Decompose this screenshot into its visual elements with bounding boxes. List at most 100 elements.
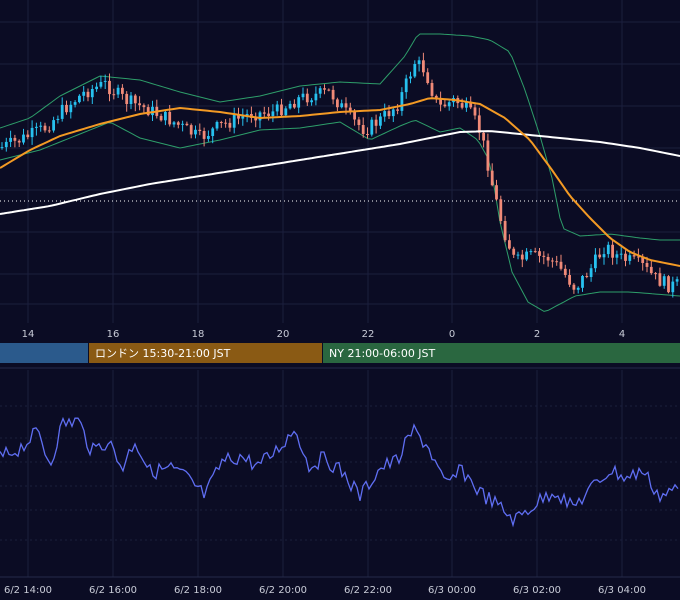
candle-body	[293, 103, 296, 108]
candle-body	[215, 122, 219, 129]
candle-body	[73, 102, 77, 105]
candle-body	[439, 99, 442, 105]
candle-body	[499, 199, 503, 221]
candle-body	[477, 115, 481, 133]
candle-body	[267, 113, 270, 116]
price-x-tick: 4	[619, 329, 625, 340]
candle-body	[99, 82, 103, 87]
candle-body	[121, 87, 124, 94]
candle-body	[396, 109, 399, 111]
candle-body	[125, 93, 129, 104]
candle-body	[344, 103, 348, 108]
osc-x-tick: 6/2 18:00	[174, 585, 222, 596]
candle-body	[271, 111, 275, 116]
osc-x-tick: 6/2 20:00	[259, 585, 307, 596]
price-panel[interactable]	[0, 0, 680, 323]
candle-body	[512, 248, 516, 255]
candle-body	[133, 95, 137, 104]
oscillator-panel[interactable]	[0, 370, 680, 577]
candle-body	[13, 137, 17, 141]
candle-body	[460, 103, 464, 108]
candle-body	[103, 80, 107, 82]
candle-body	[241, 116, 245, 119]
candle-body	[486, 140, 490, 171]
candle-body	[473, 107, 477, 116]
osc-x-tick: 6/2 14:00	[4, 585, 52, 596]
candle-body	[641, 256, 645, 263]
candle-body	[366, 134, 369, 135]
candle-body	[572, 284, 576, 290]
candle-body	[606, 244, 610, 255]
candle-body	[232, 115, 236, 128]
bollinger-lower	[0, 119, 680, 312]
candles	[0, 52, 679, 298]
candle-body	[9, 137, 12, 142]
candle-body	[667, 276, 670, 293]
candle-body	[82, 91, 86, 96]
candle-body	[628, 255, 632, 261]
candle-body	[185, 123, 189, 126]
price-x-tick: 16	[107, 329, 120, 340]
bollinger-bands	[0, 33, 680, 312]
candle-body	[675, 279, 679, 282]
candle-body	[78, 95, 81, 103]
candle-body	[370, 119, 374, 135]
candle-body	[275, 104, 279, 112]
candle-body	[671, 281, 675, 293]
candle-body	[318, 88, 322, 94]
candle-body	[546, 257, 550, 261]
osc-x-tick: 6/3 02:00	[513, 585, 561, 596]
candle-body	[211, 128, 215, 136]
candle-body	[60, 104, 64, 119]
price-x-axis: 14 16 18 20 22 0 2 4	[22, 329, 626, 340]
candle-body	[447, 102, 451, 107]
candle-body	[194, 129, 197, 135]
candle-body	[430, 83, 434, 96]
candle-body	[482, 132, 485, 141]
candle-body	[258, 112, 262, 121]
candle-body	[47, 130, 51, 132]
candle-body	[353, 111, 356, 120]
session-ny-label: NY 21:00-06:00 JST	[329, 347, 436, 360]
moving-average-short	[0, 97, 680, 267]
candle-body	[237, 115, 240, 119]
candle-body	[598, 254, 602, 258]
candle-body	[490, 170, 494, 186]
candle-body	[379, 116, 382, 126]
candle-body	[404, 78, 408, 93]
candle-body	[224, 122, 227, 124]
candle-body	[26, 134, 30, 138]
candle-body	[301, 93, 305, 98]
candle-body	[357, 119, 361, 125]
candle-body	[90, 89, 94, 98]
oscillator-x-axis: 6/2 14:00 6/2 16:00 6/2 18:00 6/2 20:00 6/2 …	[4, 585, 646, 596]
candle-body	[116, 87, 120, 95]
candle-body	[602, 254, 606, 258]
candle-body	[533, 251, 537, 253]
candle-body	[159, 115, 163, 121]
candle-body	[525, 251, 528, 260]
candle-body	[297, 97, 301, 108]
candle-body	[563, 268, 567, 275]
price-grid	[0, 0, 680, 323]
candle-body	[0, 147, 4, 149]
candle-body	[649, 266, 653, 274]
candle-body	[361, 125, 365, 134]
osc-x-tick: 6/3 00:00	[428, 585, 476, 596]
candle-body	[503, 221, 507, 241]
candle-body	[207, 136, 210, 139]
price-axis-strip	[0, 323, 680, 340]
candle-body	[387, 111, 391, 117]
candle-body	[39, 125, 43, 127]
candle-body	[581, 276, 584, 288]
candle-body	[86, 91, 90, 98]
candle-body	[219, 122, 223, 123]
candle-body	[22, 134, 25, 143]
candle-body	[146, 107, 150, 116]
candle-body	[112, 94, 116, 96]
candle-body	[168, 111, 172, 125]
candle-body	[443, 104, 447, 107]
candle-body	[594, 254, 597, 269]
candle-body	[568, 275, 571, 285]
price-x-tick: 18	[192, 329, 205, 340]
